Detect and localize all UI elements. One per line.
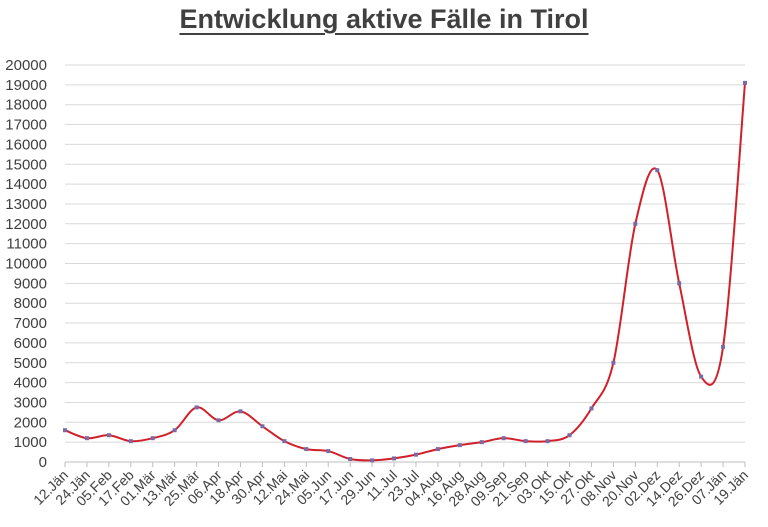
y-tick-label: 19000 (5, 77, 47, 94)
y-tick-label: 20000 (5, 57, 47, 74)
y-tick-label: 2000 (14, 414, 47, 431)
y-tick-label: 15000 (5, 156, 47, 173)
data-point (611, 360, 616, 365)
data-point (150, 436, 155, 441)
y-tick-label: 16000 (5, 136, 47, 153)
y-tick-label: 11000 (6, 236, 47, 253)
data-point (721, 344, 726, 349)
y-tick-label: 13000 (5, 196, 47, 213)
data-point (282, 439, 287, 444)
series-line (64, 82, 746, 462)
data-point (216, 418, 221, 423)
data-point (545, 439, 550, 444)
y-tick-label: 1000 (14, 434, 47, 451)
data-point (370, 458, 375, 463)
y-tick-label: 3000 (14, 394, 47, 411)
data-point (194, 405, 199, 410)
data-point (589, 406, 594, 411)
y-tick-label: 8000 (14, 295, 47, 312)
y-tick-label: 10000 (5, 256, 47, 273)
data-point (457, 443, 462, 448)
data-point (413, 452, 418, 457)
y-tick-label: 18000 (5, 97, 47, 114)
data-point (238, 409, 243, 414)
data-point (63, 428, 67, 433)
data-point (348, 457, 353, 462)
data-point (743, 80, 747, 85)
y-tick-label: 5000 (14, 355, 47, 372)
data-point (326, 449, 331, 454)
y-tick-label: 12000 (5, 216, 47, 233)
chart-title: Entwicklung aktive Fälle in Tirol (179, 4, 589, 34)
data-point (567, 433, 572, 438)
data-point (479, 440, 484, 445)
y-tick-label: 14000 (5, 176, 47, 193)
data-point (633, 221, 638, 226)
data-point (172, 428, 177, 433)
y-tick-label: 17000 (5, 117, 47, 134)
y-tick-label: 6000 (14, 335, 47, 352)
data-point (304, 447, 309, 452)
y-tick-label: 9000 (14, 275, 47, 292)
data-point (523, 439, 528, 444)
y-tick-label: 4000 (14, 375, 47, 392)
data-point (106, 433, 111, 438)
data-point (392, 456, 397, 461)
y-tick-label: 7000 (14, 315, 47, 332)
data-point (655, 168, 660, 173)
data-point (699, 374, 704, 379)
data-point (501, 436, 506, 441)
data-point (260, 424, 265, 429)
data-point (677, 281, 682, 286)
data-point (435, 447, 440, 452)
data-point (84, 436, 89, 441)
y-tick-label: 0 (39, 454, 47, 471)
data-point (128, 439, 133, 444)
